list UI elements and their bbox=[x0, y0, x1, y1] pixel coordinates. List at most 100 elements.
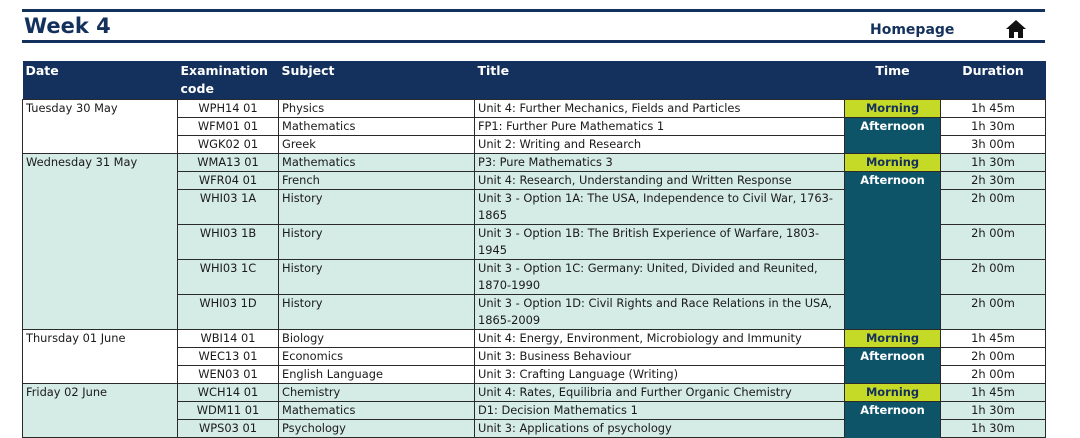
subject-cell: Greek bbox=[278, 135, 475, 154]
session-time-cell bbox=[844, 294, 941, 330]
col-header-code-line2: code bbox=[180, 81, 214, 96]
top-rule bbox=[22, 9, 1045, 12]
exam-code-cell: WEC13 01 bbox=[177, 347, 279, 366]
homepage-link[interactable]: Homepage bbox=[870, 22, 955, 38]
exam-timetable: Date Examination code Subject Title Time … bbox=[22, 61, 1046, 438]
session-time-cell: Afternoon bbox=[844, 171, 941, 190]
exam-code-cell: WEN03 01 bbox=[177, 365, 279, 384]
exam-code-cell: WHI03 1C bbox=[177, 259, 279, 295]
duration-cell: 2h 00m bbox=[940, 294, 1046, 330]
title-cell: Unit 3 - Option 1B: The British Experien… bbox=[474, 224, 845, 260]
title-cell: Unit 2: Writing and Research bbox=[474, 135, 845, 154]
home-icon[interactable] bbox=[1005, 18, 1027, 40]
title-cell: Unit 4: Research, Understanding and Writ… bbox=[474, 171, 845, 190]
table-row: WHI03 1C History Unit 3 - Option 1C: Germa… bbox=[23, 259, 1046, 295]
title-cell: D1: Decision Mathematics 1 bbox=[474, 401, 845, 420]
table-row: Wednesday 31 May WMA13 01 Mathematics P3: P… bbox=[22, 153, 1046, 330]
subject-cell: Economics bbox=[278, 347, 475, 366]
date-cell: Thursday 01 June bbox=[22, 329, 178, 384]
title-cell: Unit 3 - Option 1D: Civil Rights and Rac… bbox=[474, 294, 845, 330]
date-cell: Friday 02 June bbox=[22, 383, 178, 438]
col-header-time: Time bbox=[844, 61, 941, 100]
exam-code-cell: WPH14 01 bbox=[177, 99, 279, 118]
subject-cell: Mathematics bbox=[278, 153, 475, 172]
col-header-code-line1: Examination bbox=[180, 63, 268, 78]
duration-cell: 1h 45m bbox=[940, 329, 1046, 348]
duration-cell: 2h 30m bbox=[940, 171, 1046, 190]
title-cell: Unit 3: Crafting Language (Writing) bbox=[474, 365, 845, 384]
duration-cell: 2h 00m bbox=[940, 259, 1046, 295]
exam-code-cell: WBI14 01 bbox=[177, 329, 279, 348]
session-time-cell bbox=[844, 224, 941, 260]
subject-cell: Chemistry bbox=[278, 383, 475, 402]
table-row: Tuesday 30 May WPH14 01 Physics Unit 4: Fur… bbox=[22, 99, 1046, 154]
exam-code-cell: WFR04 01 bbox=[177, 171, 279, 190]
session-time-cell bbox=[844, 419, 941, 438]
table-row: WHI03 1A History Unit 3 - Option 1A: The U… bbox=[23, 189, 1046, 225]
col-header-date: Date bbox=[22, 61, 178, 100]
subject-cell: Mathematics bbox=[278, 117, 475, 136]
subject-cell: Mathematics bbox=[278, 401, 475, 420]
subject-cell: French bbox=[278, 171, 475, 190]
timetable-body: Tuesday 30 May WPH14 01 Physics Unit 4: Fur… bbox=[22, 99, 1046, 438]
duration-cell: 1h 30m bbox=[940, 117, 1046, 136]
exam-code-cell: WCH14 01 bbox=[177, 383, 279, 402]
table-row: WGK02 01 Greek Unit 2: Writing and Researc… bbox=[23, 135, 1046, 154]
exam-code-cell: WMA13 01 bbox=[177, 153, 279, 172]
title-cell: Unit 3 - Option 1C: Germany: United, Div… bbox=[474, 259, 845, 295]
duration-cell: 1h 30m bbox=[940, 153, 1046, 172]
session-time-cell: Morning bbox=[844, 329, 941, 348]
title-cell: P3: Pure Mathematics 3 bbox=[474, 153, 845, 172]
table-row: WFR04 01 French Unit 4: Research, Understa… bbox=[23, 171, 1046, 190]
page-title: Week 4 bbox=[24, 14, 111, 38]
duration-cell: 2h 00m bbox=[940, 224, 1046, 260]
subject-cell: Biology bbox=[278, 329, 475, 348]
col-header-subject: Subject bbox=[278, 61, 475, 100]
table-row: Friday 02 June WCH14 01 Chemistry Unit 4: R… bbox=[22, 383, 1046, 438]
duration-cell: 3h 00m bbox=[940, 135, 1046, 154]
subject-cell: History bbox=[278, 224, 475, 260]
header-rule bbox=[22, 40, 1045, 43]
col-header-title: Title bbox=[474, 61, 845, 100]
duration-cell: 2h 00m bbox=[940, 365, 1046, 384]
title-cell: Unit 4: Energy, Environment, Microbiolog… bbox=[474, 329, 845, 348]
duration-cell: 1h 45m bbox=[940, 99, 1046, 118]
table-header-row: Date Examination code Subject Title Time … bbox=[22, 61, 1046, 100]
exam-code-cell: WPS03 01 bbox=[177, 419, 279, 438]
title-cell: FP1: Further Pure Mathematics 1 bbox=[474, 117, 845, 136]
subject-cell: History bbox=[278, 189, 475, 225]
session-time-cell bbox=[844, 259, 941, 295]
table-row: WEN03 01 English Language Unit 3: Crafting… bbox=[23, 365, 1046, 384]
table-row: Thursday 01 June WBI14 01 Biology Unit 4: E… bbox=[22, 329, 1046, 384]
session-time-cell: Morning bbox=[844, 383, 941, 402]
session-time-cell bbox=[844, 365, 941, 384]
exam-code-cell: WHI03 1B bbox=[177, 224, 279, 260]
table-row: WFM01 01 Mathematics FP1: Further Pure Mat… bbox=[23, 117, 1046, 136]
session-time-cell: Morning bbox=[844, 153, 941, 172]
exam-code-cell: WGK02 01 bbox=[177, 135, 279, 154]
table-row: WEC13 01 Economics Unit 3: Business Behavi… bbox=[23, 347, 1046, 366]
subject-cell: History bbox=[278, 259, 475, 295]
exam-code-cell: WDM11 01 bbox=[177, 401, 279, 420]
session-time-cell: Afternoon bbox=[844, 117, 941, 136]
exam-code-cell: WFM01 01 bbox=[177, 117, 279, 136]
subject-cell: Physics bbox=[278, 99, 475, 118]
title-cell: Unit 3: Applications of psychology bbox=[474, 419, 845, 438]
title-cell: Unit 3: Business Behaviour bbox=[474, 347, 845, 366]
col-header-duration: Duration bbox=[940, 61, 1046, 100]
table-row: WHI03 1D History Unit 3 - Option 1D: Civil… bbox=[23, 294, 1046, 330]
title-cell: Unit 3 - Option 1A: The USA, Independenc… bbox=[474, 189, 845, 225]
duration-cell: 2h 00m bbox=[940, 347, 1046, 366]
session-time-cell bbox=[844, 135, 941, 154]
date-cell: Wednesday 31 May bbox=[22, 153, 178, 330]
duration-cell: 1h 45m bbox=[940, 383, 1046, 402]
col-header-code: Examination code bbox=[177, 61, 279, 100]
session-time-cell bbox=[844, 189, 941, 225]
subject-cell: Psychology bbox=[278, 419, 475, 438]
session-time-cell: Afternoon bbox=[844, 347, 941, 366]
title-cell: Unit 4: Further Mechanics, Fields and Pa… bbox=[474, 99, 845, 118]
exam-code-cell: WHI03 1A bbox=[177, 189, 279, 225]
exam-code-cell: WHI03 1D bbox=[177, 294, 279, 330]
session-time-cell: Afternoon bbox=[844, 401, 941, 420]
duration-cell: 1h 30m bbox=[940, 401, 1046, 420]
